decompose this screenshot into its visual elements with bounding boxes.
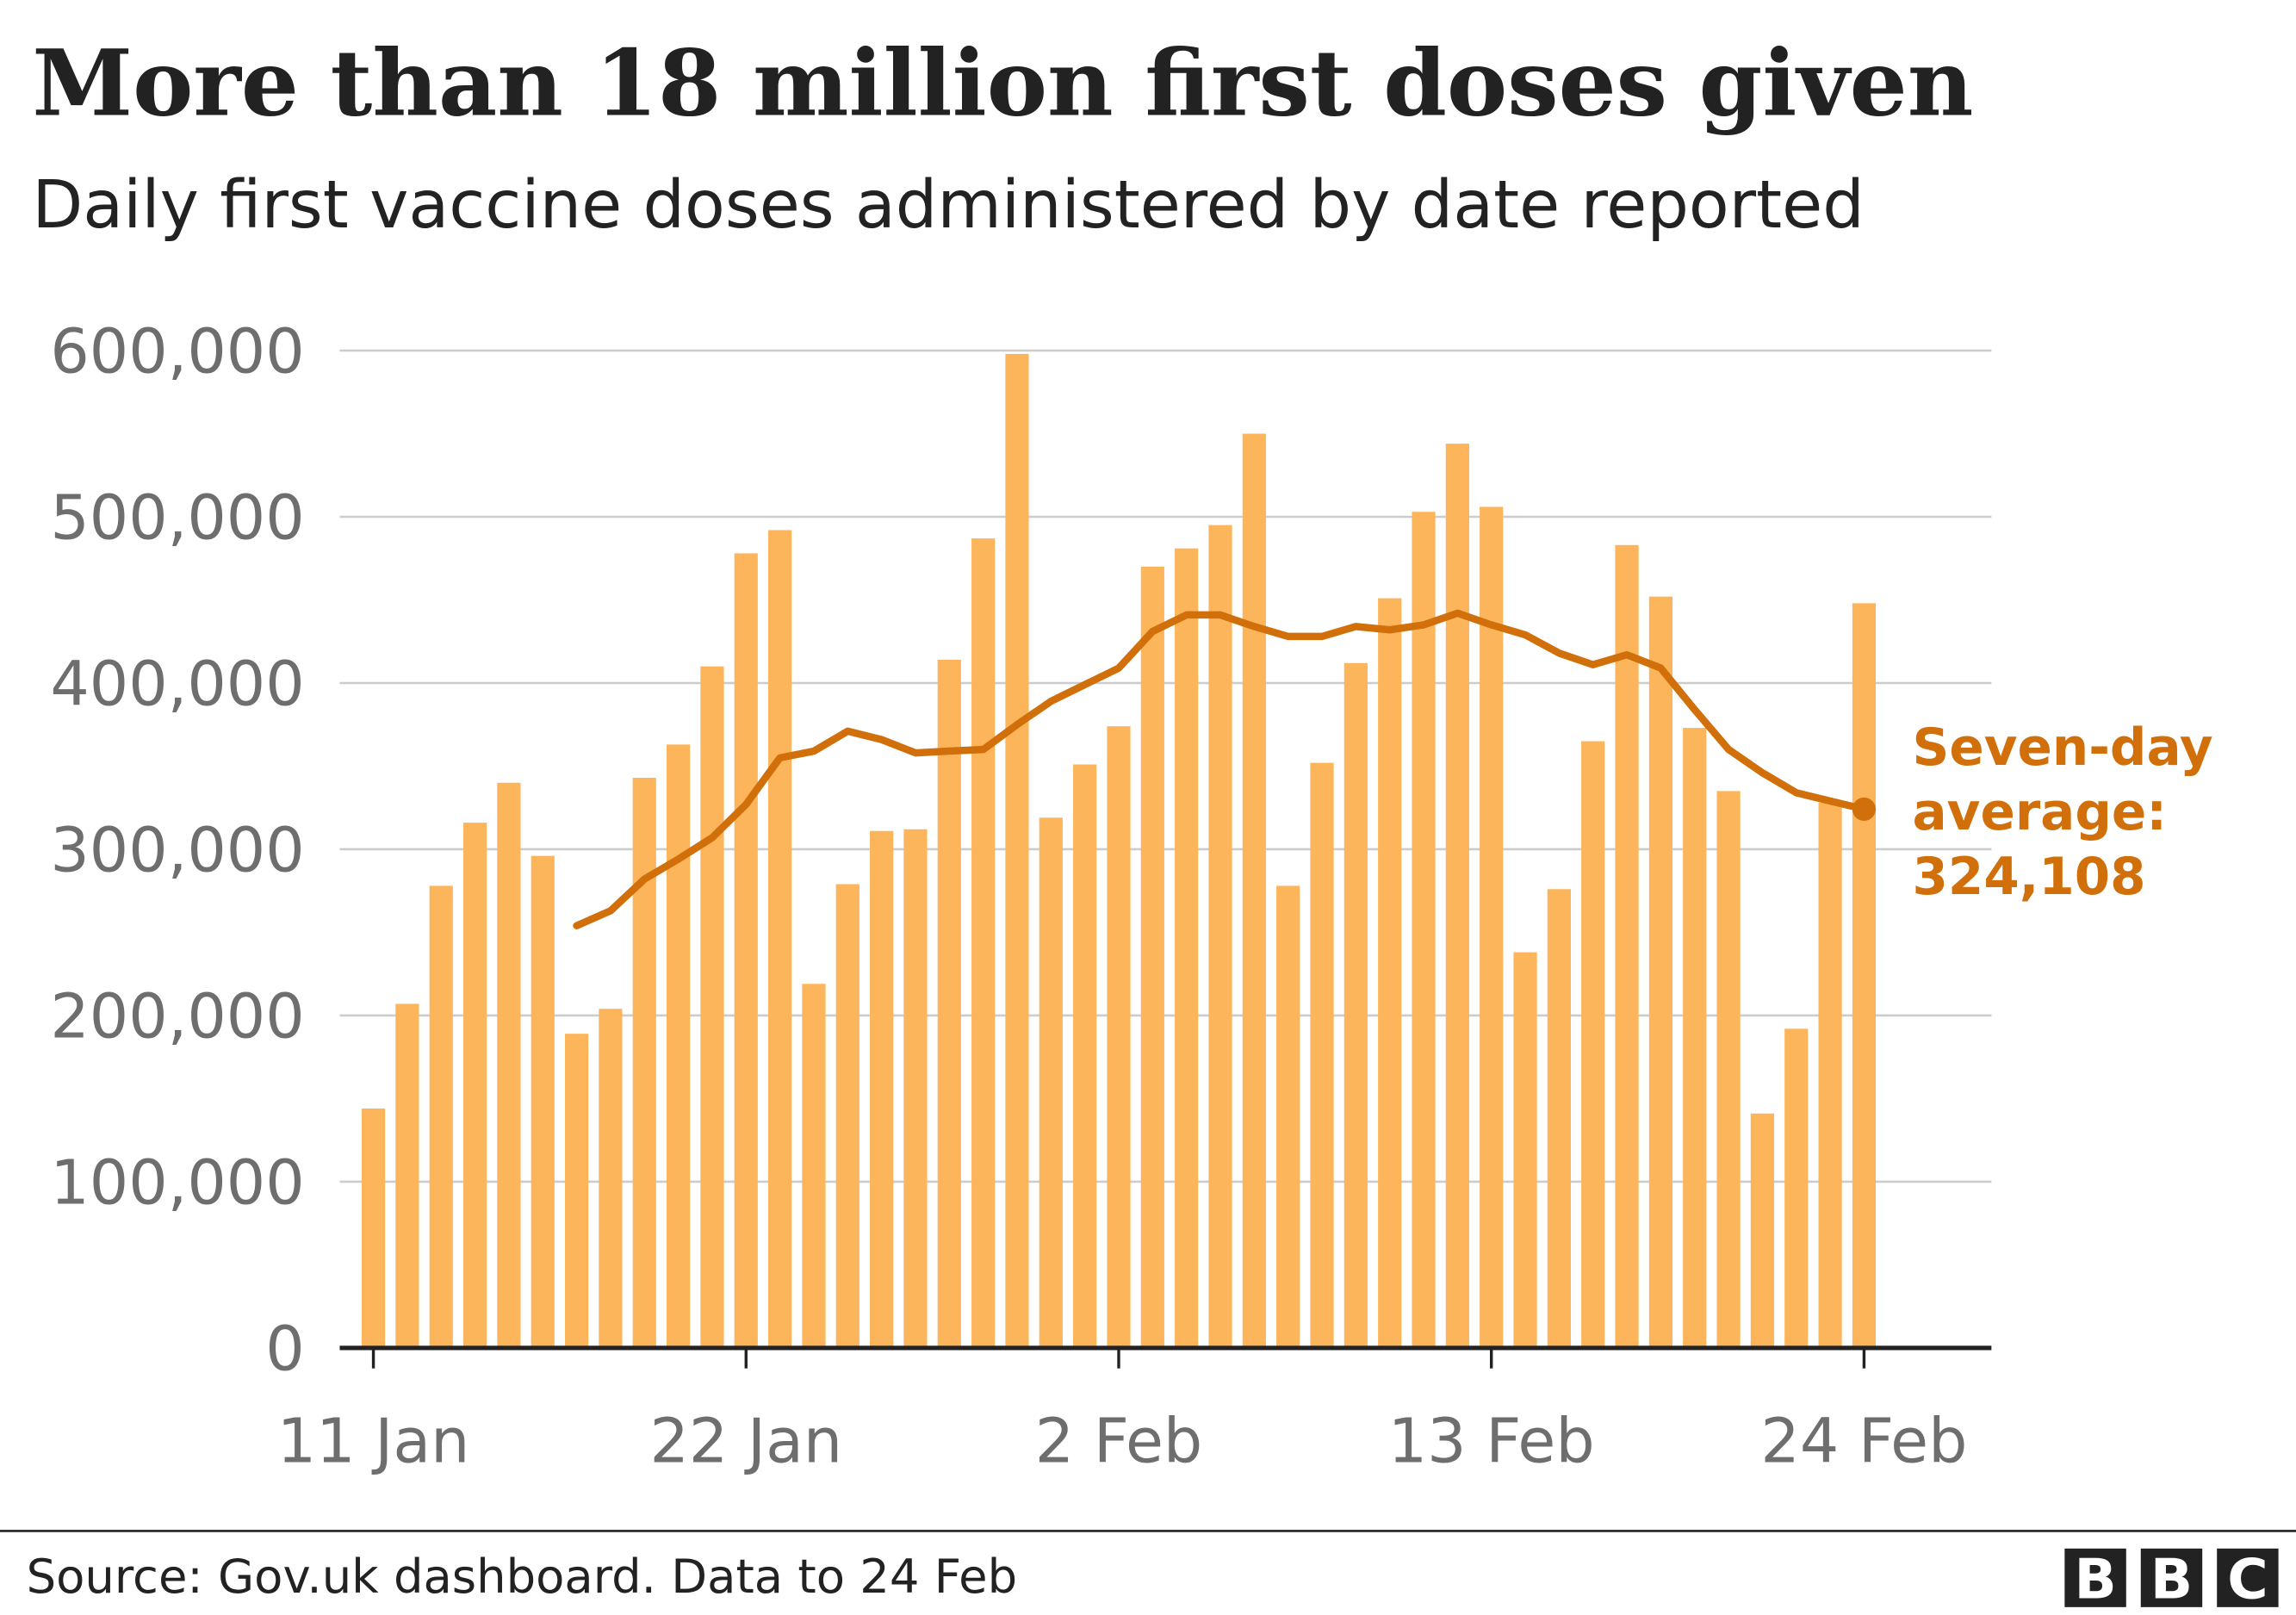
bar [599,1009,623,1348]
bar [1852,603,1877,1348]
x-tick-label: 22 Jan [649,1406,842,1477]
bar [395,1003,419,1348]
bar [531,855,555,1348]
bar [1480,506,1504,1348]
y-tick-label: 400,000 [50,648,304,719]
bar [1716,791,1741,1348]
chart-subtitle: Daily first vaccine doses administered b… [32,167,1864,244]
average-line-group [573,609,1877,929]
svg-text:C: C [2227,1548,2268,1612]
bar [1581,741,1605,1348]
bar [802,984,826,1348]
x-tick-label: 2 Feb [1035,1406,1203,1477]
bar [1140,566,1164,1348]
y-tick-label: 200,000 [50,980,304,1052]
y-tick-label: 300,000 [50,814,304,885]
svg-text:B: B [2150,1548,2193,1612]
bar [1750,1113,1775,1348]
bar [768,530,792,1348]
bar [497,782,521,1348]
bar [1208,525,1232,1348]
bar [429,885,453,1348]
bar [1378,598,1402,1348]
x-tick-label: 13 Feb [1388,1406,1595,1477]
bar [1648,596,1673,1348]
bbc-logo: B B C [2064,1548,2279,1612]
y-tick-label: 100,000 [50,1146,304,1218]
bar [564,1034,589,1348]
seven-day-average-line [573,609,1868,929]
source-text: Source: Gov.uk dashboard. Data to 24 Feb [27,1550,1018,1604]
bar [937,659,961,1348]
bar [462,823,487,1348]
x-tick-label: 11 Jan [277,1406,470,1477]
y-tick-label: 500,000 [50,482,304,554]
bar [1343,662,1368,1348]
annotation-line-3: 324,108 [1913,848,2146,907]
bar [1175,548,1199,1348]
bar [667,744,691,1348]
bar [1310,762,1334,1348]
bar [1005,353,1029,1348]
average-end-marker [1852,797,1877,822]
y-tick-label: 0 [265,1313,304,1384]
bar [1242,433,1266,1348]
bar [1039,817,1063,1348]
bar [632,777,656,1348]
bar [1513,952,1537,1348]
chart-title: More than 18 million first doses given [32,29,1973,136]
y-tick-label: 600,000 [50,316,304,388]
bar [1784,1028,1809,1348]
bar [1276,885,1300,1348]
bar [1547,889,1571,1348]
bar [1412,512,1436,1348]
bar [700,666,724,1348]
bar [1073,764,1097,1348]
x-axis: 11 Jan 22 Jan 2 Feb 13 Feb 24 Feb [277,1345,1992,1477]
annotation-line-2: average: [1913,783,2168,842]
bar [734,553,758,1348]
bar [1445,444,1469,1348]
svg-text:B: B [2074,1548,2116,1612]
annotation-line-1: Seven-day [1913,718,2213,778]
bar [835,884,859,1348]
bar [1818,802,1842,1348]
bar [1107,726,1131,1348]
bar [903,829,928,1348]
bar [361,1109,386,1348]
bar [1683,728,1707,1348]
bars [361,353,1877,1348]
bar [971,538,996,1348]
gridlines: 0 100,000 200,000 300,000 400,000 500,000 600,… [50,316,1992,1384]
bar [1615,544,1639,1348]
x-tick-label: 24 Feb [1760,1406,1967,1477]
bar [870,830,894,1348]
